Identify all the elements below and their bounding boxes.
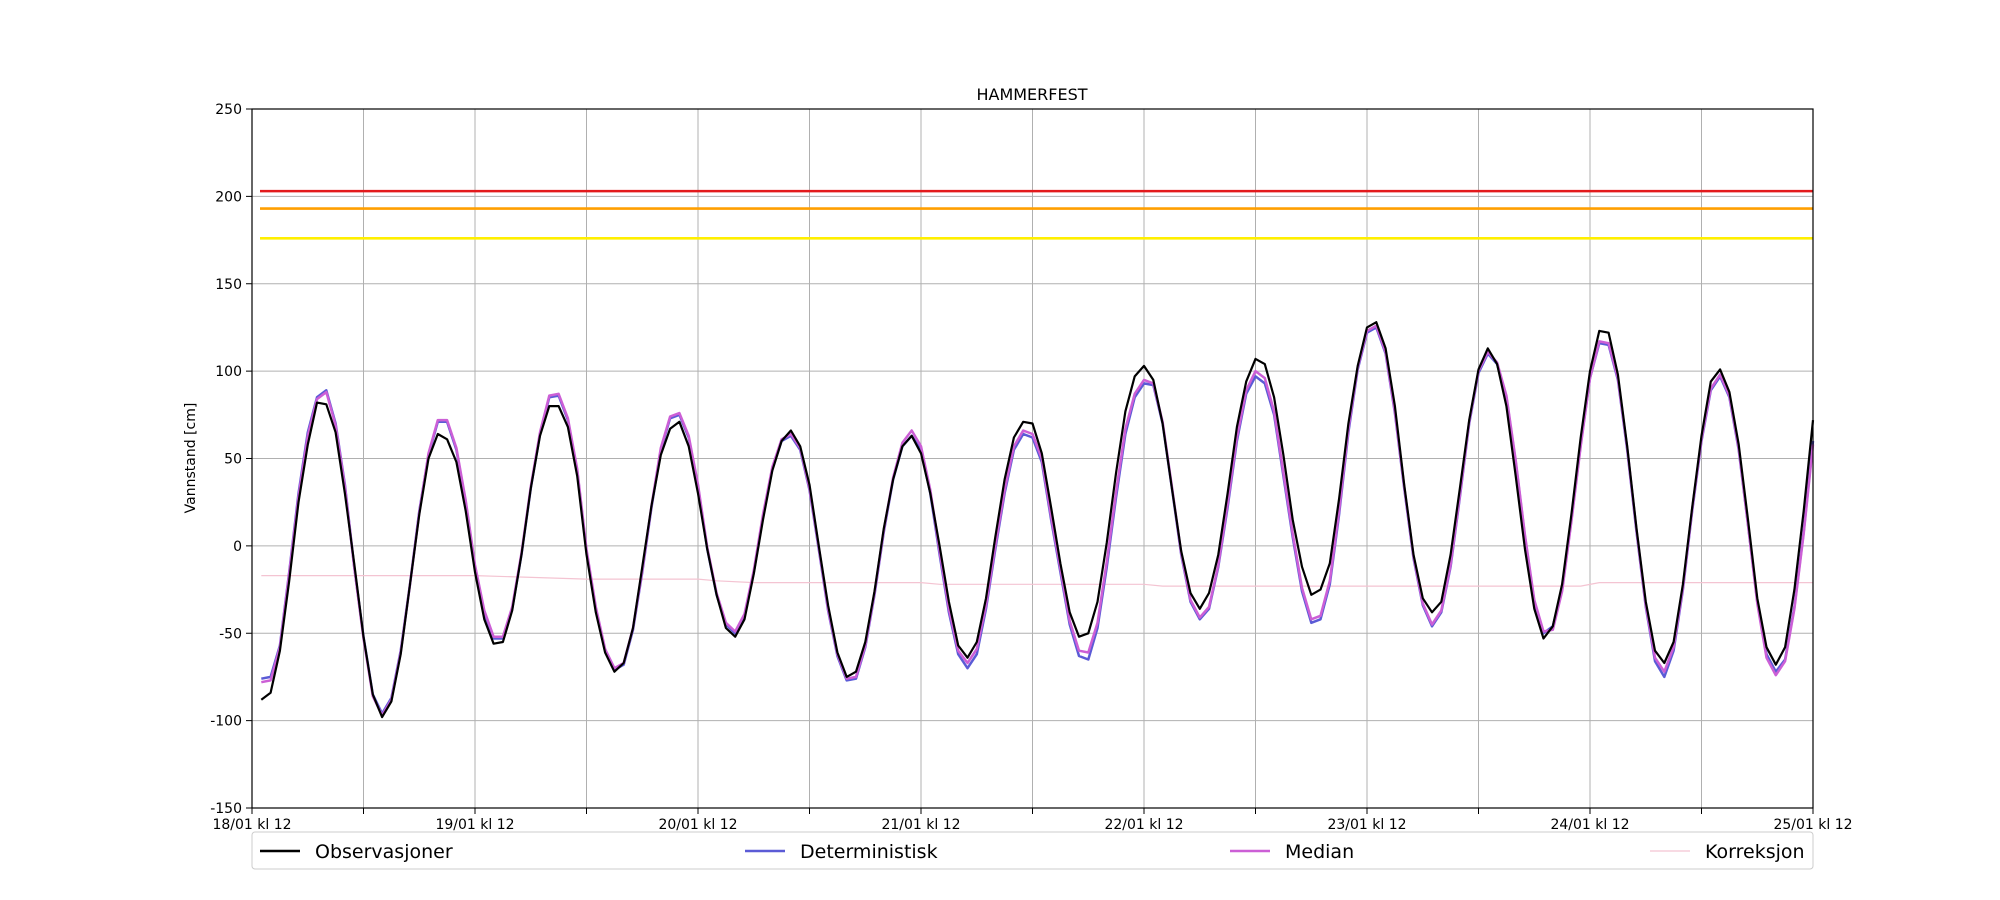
x-tick-label: 19/01 kl 12 bbox=[435, 817, 514, 833]
legend-label: Korreksjon bbox=[1705, 841, 1805, 863]
chart-title: HAMMERFEST bbox=[976, 85, 1087, 104]
y-axis-label: Vannstand [cm] bbox=[183, 403, 199, 514]
threshold-lines bbox=[260, 189, 1813, 240]
legend-frame bbox=[251, 831, 1814, 870]
y-tick-label: 0 bbox=[233, 539, 242, 555]
x-tick-label: 22/01 kl 12 bbox=[1104, 817, 1183, 833]
y-tick-label: 250 bbox=[215, 102, 242, 118]
y-tick-label: -100 bbox=[210, 714, 242, 730]
legend-label: Deterministisk bbox=[800, 841, 938, 863]
series-line-observasjoner bbox=[260, 321, 1815, 719]
y-tick-label: 150 bbox=[215, 277, 242, 293]
y-tick-label: -50 bbox=[219, 626, 242, 642]
x-tick-label: 25/01 kl 12 bbox=[1773, 817, 1852, 833]
x-tick-label: 21/01 kl 12 bbox=[881, 817, 960, 833]
y-tick-label: 200 bbox=[215, 189, 242, 205]
series-line-korreksjon bbox=[261, 575, 1813, 587]
x-axis: 18/01 kl 12 19/01 kl 12 20/01 kl 12 21/01 k… bbox=[212, 808, 1853, 833]
y-tick-label: 100 bbox=[215, 364, 242, 380]
y-axis: -150 -100 -50 0 50 100 150 200 250 bbox=[210, 102, 252, 817]
x-tick-label: 18/01 kl 12 bbox=[212, 817, 291, 833]
x-tick-label: 20/01 kl 12 bbox=[658, 817, 737, 833]
x-tick-label: 23/01 kl 12 bbox=[1327, 817, 1406, 833]
y-tick-label: 50 bbox=[224, 452, 242, 468]
legend-label: Median bbox=[1285, 841, 1354, 863]
y-tick-label: -150 bbox=[210, 801, 242, 817]
x-tick-label: 24/01 kl 12 bbox=[1550, 817, 1629, 833]
legend-label: Observasjoner bbox=[315, 841, 453, 863]
legend: Observasjoner Deterministisk Median Korreks… bbox=[251, 831, 1814, 870]
data-series bbox=[260, 321, 1815, 719]
